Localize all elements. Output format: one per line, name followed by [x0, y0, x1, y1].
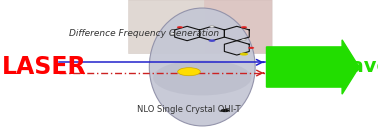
- Circle shape: [248, 47, 254, 49]
- Circle shape: [242, 39, 246, 41]
- Circle shape: [178, 68, 200, 76]
- FancyArrow shape: [266, 40, 359, 94]
- Text: NLO Single Crystal OHI-T: NLO Single Crystal OHI-T: [137, 105, 241, 114]
- Circle shape: [241, 26, 247, 28]
- Ellipse shape: [149, 8, 255, 126]
- Circle shape: [220, 109, 229, 112]
- Circle shape: [177, 26, 183, 28]
- Text: LASER: LASER: [2, 55, 87, 79]
- Circle shape: [170, 33, 175, 34]
- Circle shape: [240, 53, 248, 56]
- Circle shape: [210, 25, 214, 27]
- Circle shape: [209, 40, 215, 42]
- FancyBboxPatch shape: [204, 0, 272, 54]
- Ellipse shape: [153, 60, 251, 95]
- Text: THz wave: THz wave: [285, 57, 378, 77]
- FancyBboxPatch shape: [129, 0, 272, 54]
- Text: Difference Frequency Generation: Difference Frequency Generation: [68, 29, 219, 38]
